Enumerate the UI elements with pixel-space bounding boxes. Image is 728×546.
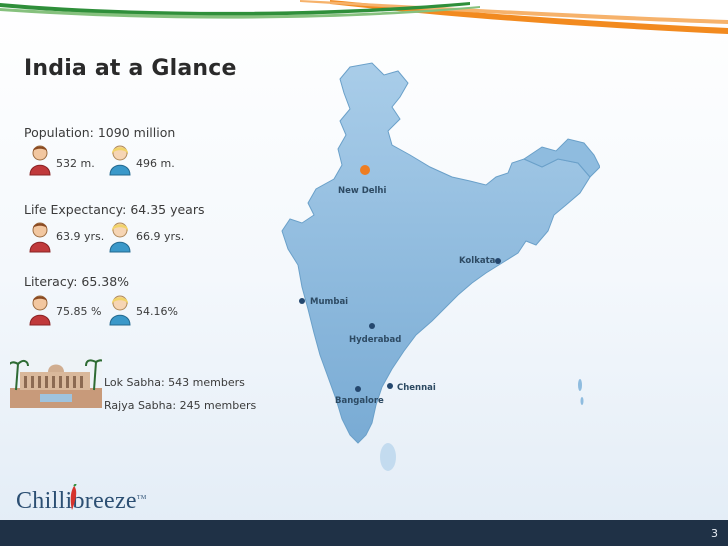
population-label: Population: 1090 million — [24, 125, 176, 140]
bangalore-marker — [355, 386, 361, 392]
mumbai-marker — [299, 298, 305, 304]
literacy-male: 75.85 % — [56, 305, 102, 318]
hyderabad-marker — [369, 323, 375, 329]
city-label-kolkata: Kolkata — [459, 256, 496, 266]
kolkata-marker — [495, 258, 501, 264]
lok-sabha-text: Lok Sabha: 543 members — [104, 376, 245, 389]
literacy-label: Literacy: 65.38% — [24, 274, 130, 289]
population-female: 496 m. — [136, 157, 175, 170]
life-expectancy-female: 66.9 yrs. — [136, 230, 185, 243]
literacy-female: 54.16% — [136, 305, 178, 318]
logo-trademark: TM — [136, 495, 147, 501]
chennai-marker — [387, 383, 393, 389]
city-label-new-delhi: New Delhi — [338, 186, 387, 196]
page-number: 3 — [711, 527, 718, 540]
population-male: 532 m. — [56, 157, 95, 170]
new-delhi-marker — [360, 165, 370, 175]
parliament-building-image — [10, 350, 102, 408]
india-map — [281, 62, 600, 471]
life-expectancy-label: Life Expectancy: 64.35 years — [24, 202, 205, 217]
chillibreeze-logo: ChillibreezeTM — [16, 488, 147, 515]
female-person-icon — [109, 295, 131, 326]
female-person-icon — [109, 222, 131, 253]
city-label-bangalore: Bangalore — [335, 396, 384, 406]
male-person-icon — [29, 222, 51, 253]
male-person-icon — [29, 295, 51, 326]
rajya-sabha-text: Rajya Sabha: 245 members — [104, 399, 257, 412]
chilli-pepper-icon — [70, 484, 77, 510]
city-label-chennai: Chennai — [397, 383, 436, 393]
male-person-icon — [29, 145, 51, 176]
flag-swoosh-decoration — [0, 0, 728, 34]
female-person-icon — [109, 145, 131, 176]
city-label-mumbai: Mumbai — [310, 297, 349, 307]
footer-bar — [0, 520, 728, 546]
slide-title: India at a Glance — [24, 56, 237, 81]
city-label-hyderabad: Hyderabad — [349, 335, 402, 345]
logo-text: Chillibreeze — [16, 488, 137, 514]
life-expectancy-male: 63.9 yrs. — [56, 230, 105, 243]
